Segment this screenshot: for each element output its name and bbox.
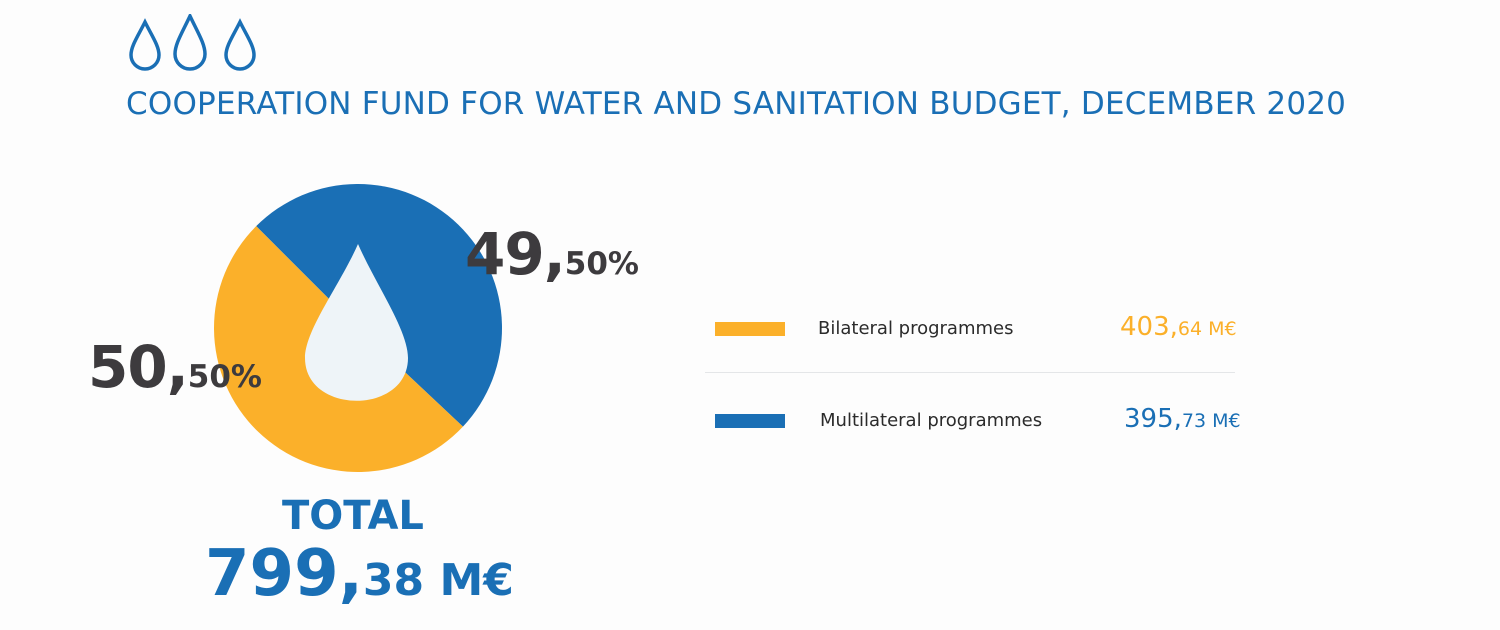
- legend-value-bilateral: 403,64 M€: [1120, 312, 1237, 342]
- water-drops-header-icons: [129, 14, 256, 71]
- percent-integer: 49,: [465, 220, 566, 288]
- percent-decimal: 50%: [187, 359, 262, 395]
- total-decimal: 38 M€: [362, 555, 514, 606]
- page-title: COOPERATION FUND FOR WATER AND SANITATIO…: [126, 86, 1347, 122]
- value-integer: 403,: [1120, 312, 1178, 342]
- legend-value-multilateral: 395,73 M€: [1124, 404, 1241, 434]
- water-drop-icon: [224, 18, 256, 71]
- total-integer: 799,: [205, 537, 363, 611]
- water-drop-icon: [129, 18, 161, 71]
- multilateral-percent-label: 49,50%: [465, 220, 639, 288]
- legend-label-bilateral: Bilateral programmes: [818, 318, 1014, 339]
- total-value: 799,38 M€: [205, 537, 514, 611]
- legend-divider: [705, 372, 1235, 373]
- bilateral-percent-label: 50,50%: [88, 333, 262, 401]
- value-integer: 395,: [1124, 404, 1182, 434]
- value-decimal: 73 M€: [1181, 410, 1241, 432]
- total-label: TOTAL: [282, 493, 424, 539]
- percent-decimal: 50%: [564, 246, 639, 282]
- legend-swatch-multilateral: [715, 414, 785, 428]
- percent-integer: 50,: [88, 333, 189, 401]
- value-decimal: 64 M€: [1177, 318, 1237, 340]
- legend-swatch-bilateral: [715, 322, 785, 336]
- center-water-drop: [305, 244, 408, 401]
- pie-chart: [214, 183, 502, 472]
- legend-label-multilateral: Multilateral programmes: [820, 410, 1043, 431]
- water-drop-icon: [173, 14, 207, 71]
